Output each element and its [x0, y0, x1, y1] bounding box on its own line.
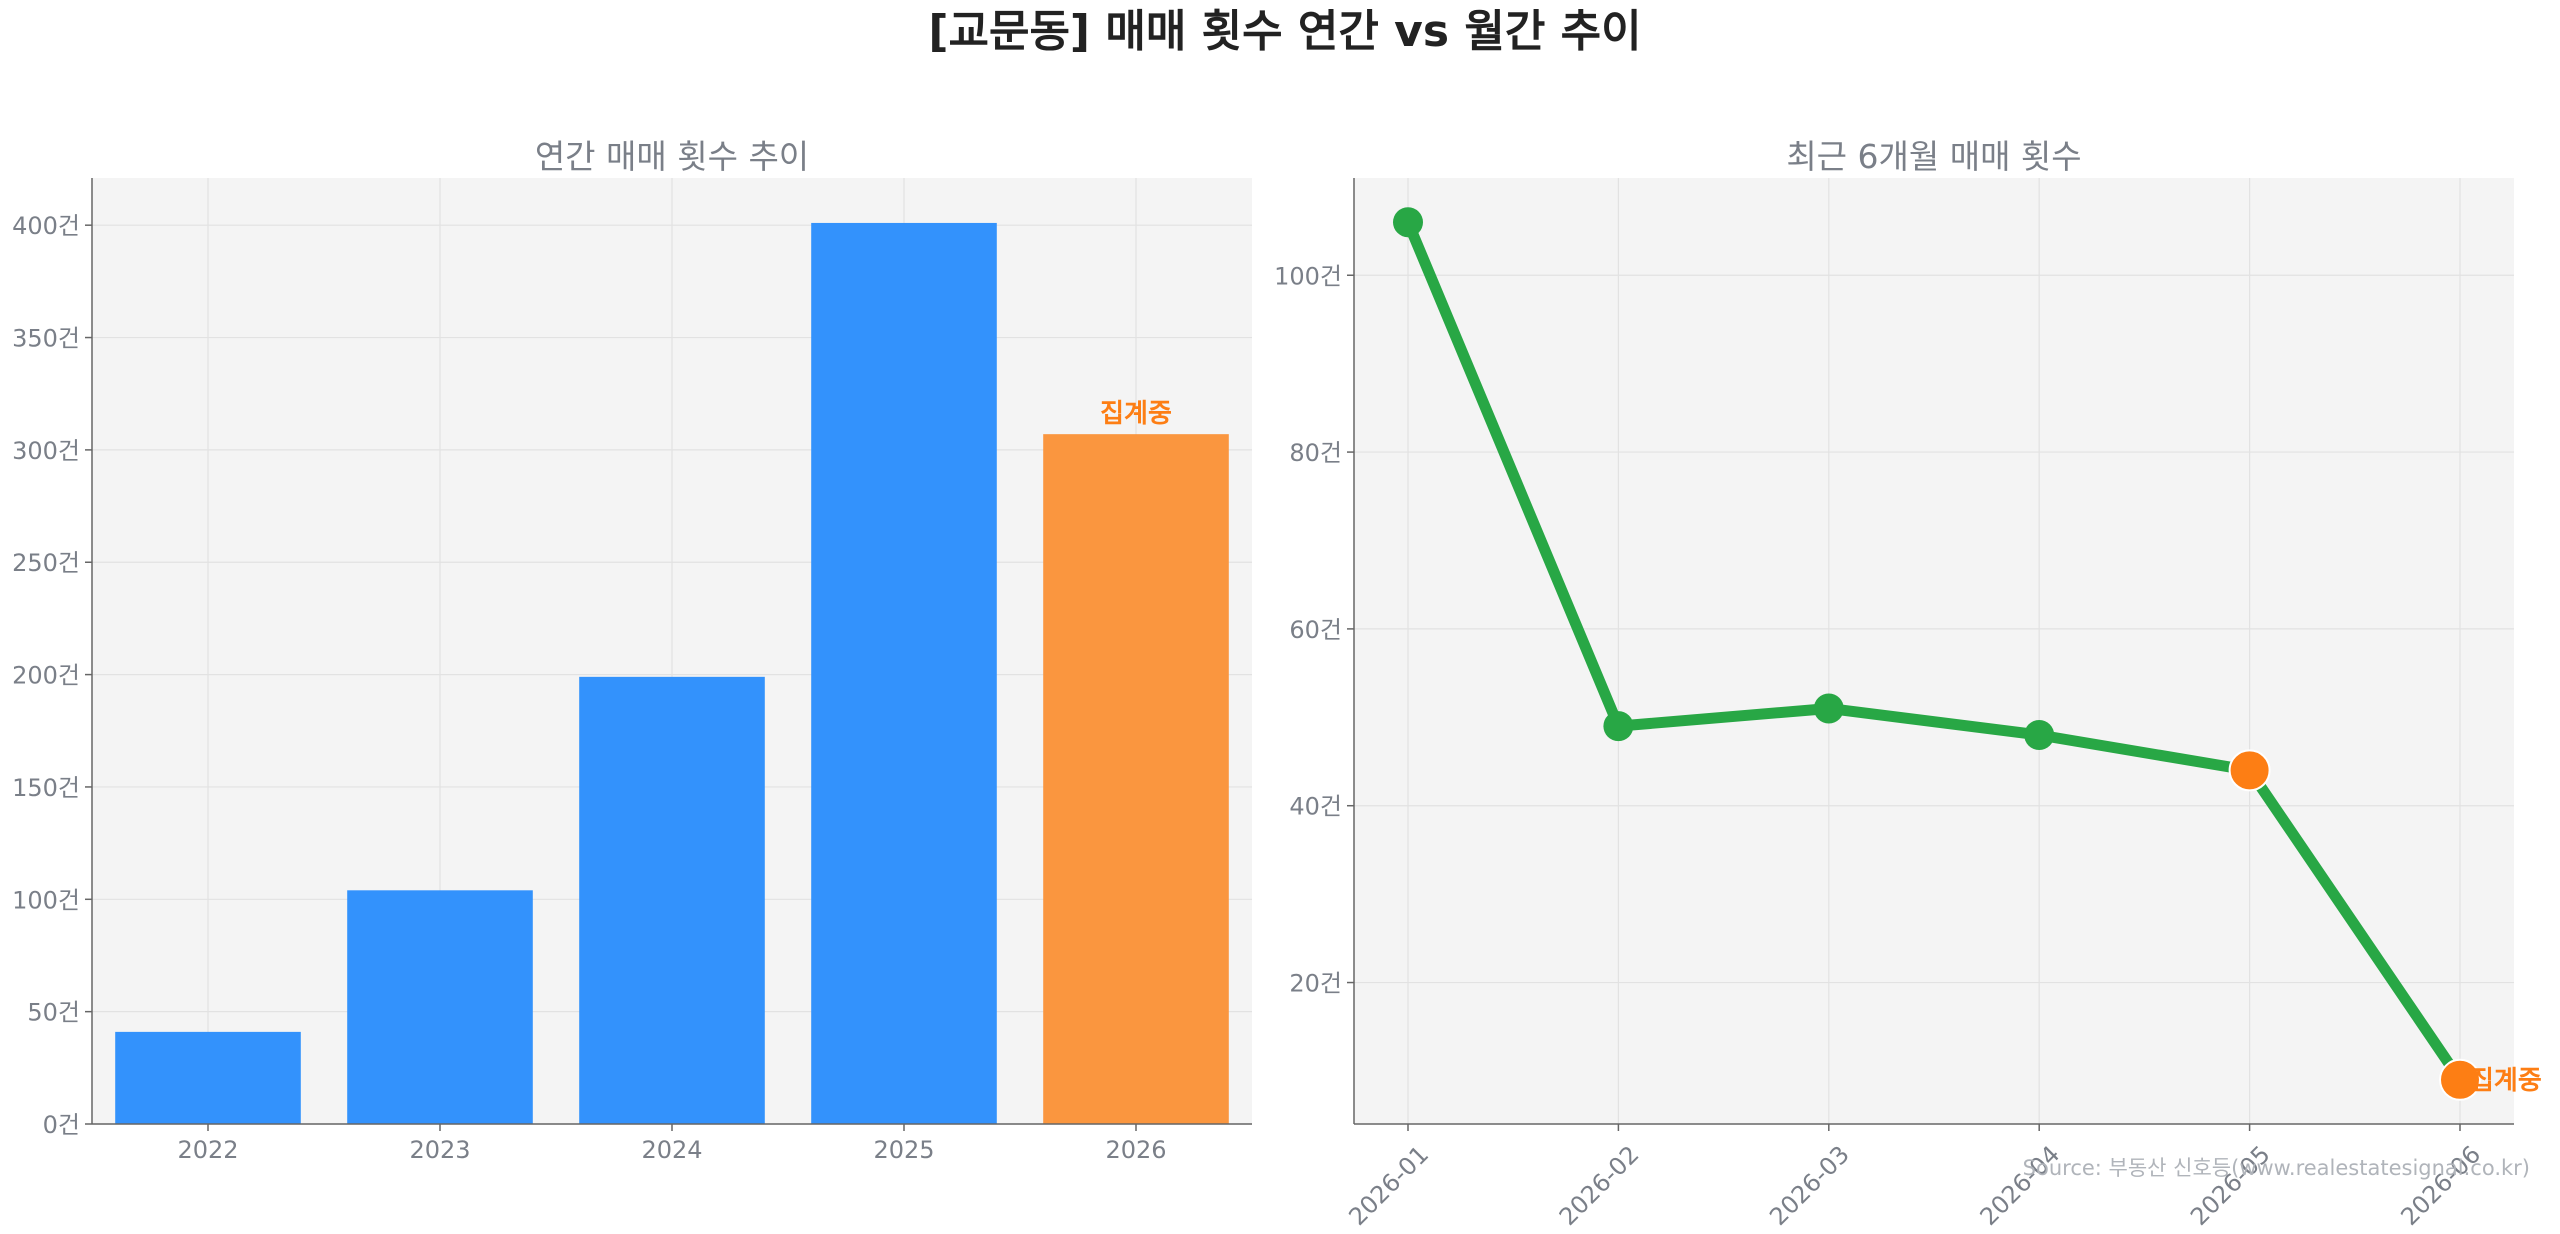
annual-y-tick-label: 250건 [12, 549, 80, 577]
monthly-x-tick-label: 2026-05 [2185, 1140, 2276, 1231]
monthly-y-tick-label: 60건 [1289, 616, 1342, 644]
monthly-line-chart: 20건 40건 60건 80건 100건 2026-01 2026-02 2026-03 20… [1274, 137, 2542, 1231]
annual-x-tick-label: 2023 [409, 1136, 470, 1164]
monthly-y-tick-label: 80건 [1289, 439, 1342, 467]
annual-x-ticks: 2022 2023 2024 2025 2026 [177, 1124, 1167, 1164]
annual-bar-2022 [115, 1031, 301, 1124]
source-caption: Source: 부동산 신호등(www.realestatesignal.co.… [2023, 1156, 2530, 1180]
monthly-x-tick-label: 2026-03 [1764, 1140, 1855, 1231]
annual-bar-2024 [579, 676, 765, 1124]
monthly-point-2026-06 [2439, 1058, 2481, 1101]
annual-y-tick-label: 300건 [12, 437, 80, 465]
annual-y-tick-label: 150건 [12, 774, 80, 802]
annual-bar-2025 [811, 222, 997, 1124]
annual-bars [115, 222, 1229, 1125]
figure-title: [교문동] 매매 횟수 연간 vs 월간 추이 [928, 6, 1641, 57]
annual-y-tick-label: 200건 [12, 662, 80, 690]
monthly-point-2026-01 [1393, 207, 1423, 238]
monthly-y-tick-label: 100건 [1274, 262, 1342, 290]
annual-chart-title: 연간 매매 횟수 추이 [535, 137, 809, 176]
monthly-x-tick-label: 2026-04 [1975, 1140, 2066, 1231]
annual-y-tick-label: 350건 [12, 325, 80, 353]
monthly-point-2026-05 [2228, 749, 2271, 792]
monthly-y-tick-label: 40건 [1289, 793, 1342, 821]
monthly-y-ticks: 20건 40건 60건 80건 100건 [1274, 262, 1354, 998]
monthly-chart-title: 최근 6개월 매매 횟수 [1786, 137, 2081, 176]
monthly-point-2026-03 [1813, 693, 1844, 724]
monthly-annotation: 집계중 [2470, 1066, 2542, 1096]
monthly-point-2026-04 [2024, 719, 2055, 750]
monthly-x-tick-label: 2026-01 [1343, 1140, 1434, 1231]
monthly-points [1393, 207, 2481, 1101]
annual-annotation: 집계중 [1100, 399, 1172, 429]
monthly-series-line [1402, 220, 2465, 1083]
annual-bar-2026 [1043, 434, 1229, 1125]
annual-y-tick-label: 400건 [12, 212, 80, 240]
annual-x-tick-label: 2026 [1105, 1136, 1166, 1164]
annual-x-tick-label: 2025 [873, 1136, 934, 1164]
monthly-grid [1354, 178, 2514, 1124]
annual-y-tick-label: 100건 [12, 886, 80, 914]
annual-bar-2023 [347, 890, 533, 1124]
annual-y-ticks: 0건 50건 100건 150건 200건 250건 300건 350건 400건 [12, 212, 92, 1139]
annual-x-tick-label: 2022 [177, 1136, 238, 1164]
monthly-y-tick-label: 20건 [1289, 970, 1342, 998]
monthly-point-2026-02 [1603, 711, 1634, 742]
monthly-x-tick-label: 2026-02 [1554, 1140, 1645, 1231]
annual-y-tick-label: 0건 [43, 1111, 80, 1139]
annual-x-tick-label: 2024 [641, 1136, 702, 1164]
monthly-x-tick-label: 2026-06 [2395, 1140, 2486, 1231]
annual-y-tick-label: 50건 [27, 999, 80, 1027]
monthly-plot-area [1354, 178, 2514, 1124]
monthly-axes [1353, 178, 2514, 1125]
